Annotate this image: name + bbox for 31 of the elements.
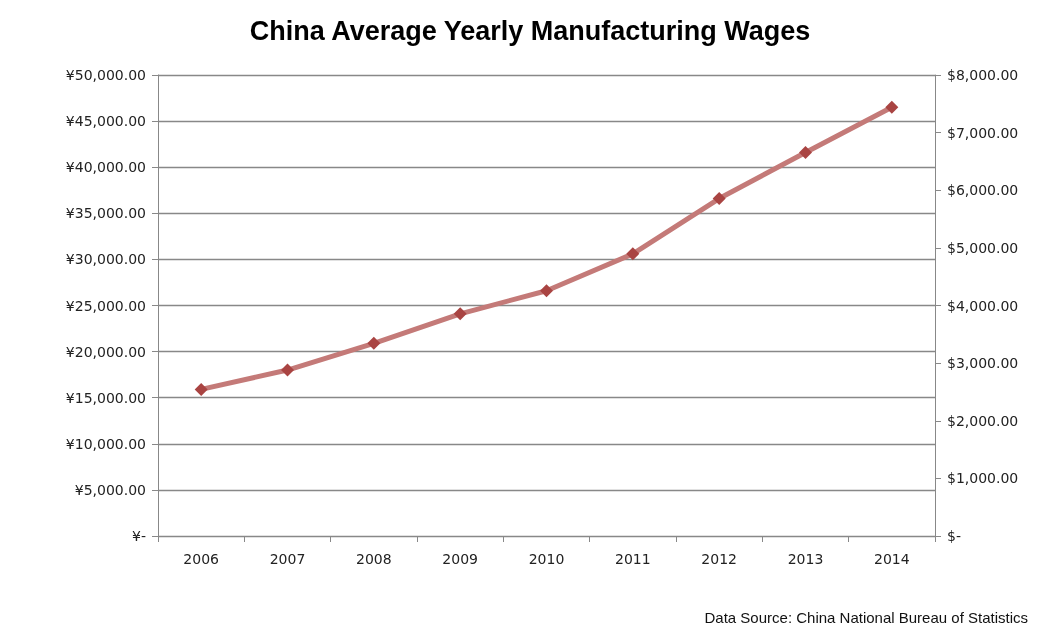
x-tick-label: 2012 xyxy=(701,551,737,567)
y-tick-label: ¥35,000.00 xyxy=(65,205,146,222)
y2-tick-label: $1,000.00 xyxy=(947,470,1019,487)
y-tick-label: ¥25,000.00 xyxy=(65,297,146,314)
x-tick-label: 2014 xyxy=(874,551,910,567)
x-tick-label: 2009 xyxy=(442,551,478,567)
y-tick-label: ¥- xyxy=(132,528,146,544)
y-tick-label: ¥30,000.00 xyxy=(65,251,146,268)
y2-tick-label: $6,000.00 xyxy=(947,182,1019,199)
y2-tick-label: $2,000.00 xyxy=(947,412,1019,429)
x-tick-label: 2007 xyxy=(269,551,306,567)
y-tick-label: ¥50,000.00 xyxy=(65,67,146,83)
y2-tick-label: $4,000.00 xyxy=(947,297,1019,314)
y2-tick-label: $3,000.00 xyxy=(947,355,1019,372)
y2-tick-label: $- xyxy=(947,528,961,544)
x-tick-label: 2011 xyxy=(615,551,651,567)
y2-tick-label: $7,000.00 xyxy=(947,124,1019,141)
y-tick-label: ¥20,000.00 xyxy=(65,343,146,360)
x-tick-label: 2013 xyxy=(787,551,824,567)
chart-title: China Average Yearly Manufacturing Wages xyxy=(249,15,811,46)
y2-tick-label: $8,000.00 xyxy=(947,67,1019,83)
y-tick-label: ¥10,000.00 xyxy=(65,435,146,452)
y2-tick-label: $5,000.00 xyxy=(947,239,1019,256)
x-tick-label: 2008 xyxy=(356,551,392,567)
y-tick-label: ¥15,000.00 xyxy=(65,389,146,406)
x-tick-label: 2006 xyxy=(183,551,220,567)
y-tick-label: ¥5,000.00 xyxy=(74,481,146,498)
y-tick-label: ¥40,000.00 xyxy=(65,159,146,176)
y-tick-label: ¥45,000.00 xyxy=(65,113,146,130)
x-tick-label: 2010 xyxy=(528,551,565,567)
source-note: Data Source: China National Bureau of Statistics xyxy=(704,609,1029,626)
